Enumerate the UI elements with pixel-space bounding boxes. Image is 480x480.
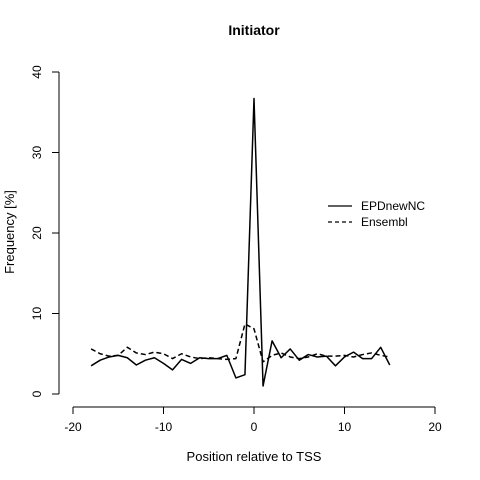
- series-line-ensembl: [90, 323, 390, 363]
- y-tick-label: 20: [30, 226, 44, 240]
- y-axis-label: Frequency [%]: [2, 190, 17, 274]
- legend-label-epdnewnc: EPDnewNC: [361, 199, 425, 213]
- x-tick-label: 0: [251, 420, 258, 434]
- x-axis: -20 -10 0 10 20: [64, 406, 442, 434]
- x-tick-label: 20: [428, 420, 442, 434]
- y-tick-label: 10: [30, 307, 44, 321]
- y-tick-label: 30: [30, 146, 44, 160]
- y-tick-label: 40: [30, 65, 44, 79]
- legend: EPDnewNC Ensembl: [328, 199, 425, 229]
- x-axis-label: Position relative to TSS: [187, 449, 322, 464]
- x-tick-label: -10: [155, 420, 173, 434]
- series-line-epdnewnc: [90, 97, 391, 387]
- y-tick-label: 0: [30, 390, 44, 397]
- x-tick-label: 10: [338, 420, 352, 434]
- legend-label-ensembl: Ensembl: [361, 215, 408, 229]
- chart-title: Initiator: [228, 22, 280, 38]
- plot-lines: [90, 97, 391, 387]
- y-axis: 0 10 20 30 40: [30, 65, 60, 397]
- x-tick-label: -20: [64, 420, 82, 434]
